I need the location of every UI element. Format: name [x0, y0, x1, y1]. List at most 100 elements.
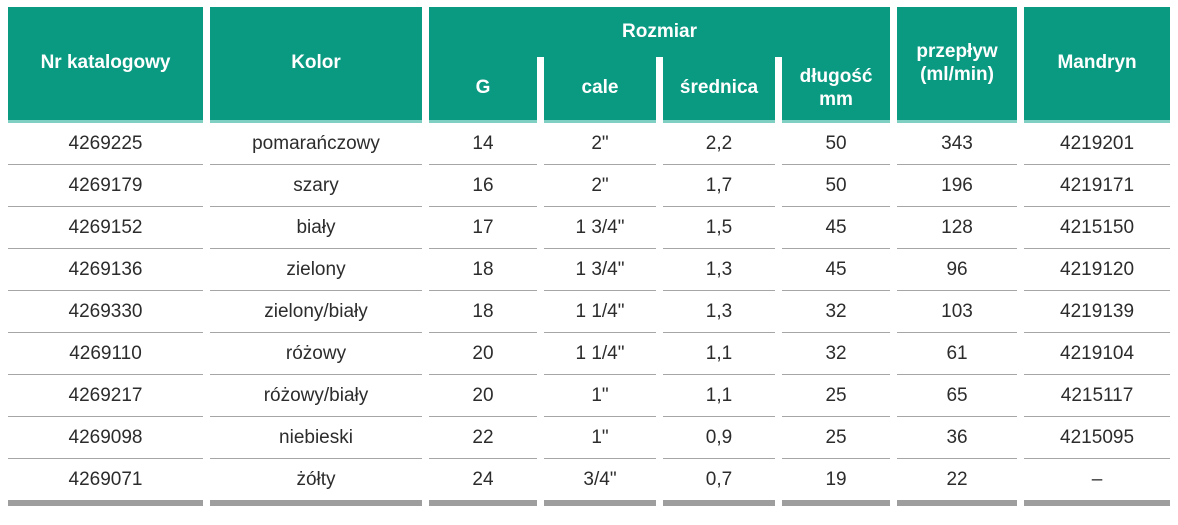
- cell-length: 19: [782, 458, 891, 506]
- table-row: 4269225 pomarańczowy 14 2" 2,2 50 343 42…: [8, 123, 1171, 164]
- cell-flow: 22: [897, 458, 1018, 506]
- cell-inches: 1": [544, 416, 656, 458]
- cell-flow: 103: [897, 290, 1018, 332]
- cell-mandrin: 4219120: [1024, 248, 1171, 290]
- cell-catalog-number: 4269136: [8, 248, 203, 290]
- cell-diameter: 1,7: [663, 164, 775, 206]
- cell-length: 50: [782, 123, 891, 164]
- table-row: 4269179 szary 16 2" 1,7 50 196 4219171: [8, 164, 1171, 206]
- cell-diameter: 1,3: [663, 248, 775, 290]
- cell-mandrin: 4215150: [1024, 206, 1171, 248]
- cell-mandrin: 4219171: [1024, 164, 1171, 206]
- cell-color: różowy/biały: [210, 374, 422, 416]
- cell-catalog-number: 4269225: [8, 123, 203, 164]
- cell-gauge: 20: [429, 374, 537, 416]
- cell-diameter: 1,1: [663, 332, 775, 374]
- cell-gauge: 18: [429, 248, 537, 290]
- header-mandrin: Mandryn: [1024, 7, 1171, 123]
- cell-flow: 36: [897, 416, 1018, 458]
- table-row: 4269136 zielony 18 1 3/4" 1,3 45 96 4219…: [8, 248, 1171, 290]
- header-length-line2: mm: [819, 88, 853, 110]
- catalog-table: Nr katalogowy Kolor Rozmiar przepływ (ml…: [1, 7, 1177, 506]
- cell-length: 45: [782, 206, 891, 248]
- table-row: 4269152 biały 17 1 3/4" 1,5 45 128 42151…: [8, 206, 1171, 248]
- table-row: 4269217 różowy/biały 20 1" 1,1 25 65 421…: [8, 374, 1171, 416]
- cell-length: 25: [782, 374, 891, 416]
- cell-catalog-number: 4269098: [8, 416, 203, 458]
- cell-catalog-number: 4269217: [8, 374, 203, 416]
- cell-flow: 196: [897, 164, 1018, 206]
- cell-catalog-number: 4269071: [8, 458, 203, 506]
- cell-length: 25: [782, 416, 891, 458]
- cell-color: zielony/biały: [210, 290, 422, 332]
- cell-mandrin: –: [1024, 458, 1171, 506]
- header-inches: cale: [544, 57, 656, 123]
- header-length-line1: długość: [799, 65, 873, 87]
- cell-gauge: 14: [429, 123, 537, 164]
- cell-flow: 61: [897, 332, 1018, 374]
- header-length: długość mm: [782, 57, 891, 123]
- cell-gauge: 20: [429, 332, 537, 374]
- cell-catalog-number: 4269179: [8, 164, 203, 206]
- cell-color: biały: [210, 206, 422, 248]
- cell-catalog-number: 4269330: [8, 290, 203, 332]
- header-color: Kolor: [210, 7, 422, 123]
- cell-inches: 1 1/4": [544, 290, 656, 332]
- table-row: 4269330 zielony/biały 18 1 1/4" 1,3 32 1…: [8, 290, 1171, 332]
- cell-color: zielony: [210, 248, 422, 290]
- table-row: 4269071 żółty 24 3/4" 0,7 19 22 –: [8, 458, 1171, 506]
- cell-color: różowy: [210, 332, 422, 374]
- header-flow-line1: przepływ: [916, 40, 998, 62]
- cell-gauge: 18: [429, 290, 537, 332]
- cell-inches: 2": [544, 164, 656, 206]
- header-row-top: Nr katalogowy Kolor Rozmiar przepływ (ml…: [8, 7, 1171, 123]
- cell-mandrin: 4219104: [1024, 332, 1171, 374]
- cell-inches: 2": [544, 123, 656, 164]
- cell-gauge: 22: [429, 416, 537, 458]
- cell-length: 50: [782, 164, 891, 206]
- cell-diameter: 1,1: [663, 374, 775, 416]
- cell-gauge: 17: [429, 206, 537, 248]
- cell-catalog-number: 4269152: [8, 206, 203, 248]
- cell-catalog-number: 4269110: [8, 332, 203, 374]
- table-header: Nr katalogowy Kolor Rozmiar przepływ (ml…: [8, 7, 1171, 123]
- header-gauge: G: [429, 57, 537, 123]
- cell-color: niebieski: [210, 416, 422, 458]
- cell-inches: 1": [544, 374, 656, 416]
- table-row: 4269098 niebieski 22 1" 0,9 25 36 421509…: [8, 416, 1171, 458]
- cell-diameter: 1,3: [663, 290, 775, 332]
- cell-flow: 96: [897, 248, 1018, 290]
- cell-gauge: 16: [429, 164, 537, 206]
- cell-diameter: 2,2: [663, 123, 775, 164]
- cell-flow: 343: [897, 123, 1018, 164]
- cell-mandrin: 4215095: [1024, 416, 1171, 458]
- cell-diameter: 1,5: [663, 206, 775, 248]
- cell-inches: 1 1/4": [544, 332, 656, 374]
- header-flow-line2: (ml/min): [920, 63, 994, 85]
- header-row-sub: G cale średnica długość mm: [8, 57, 1170, 123]
- header-catalog-number: Nr katalogowy: [8, 7, 203, 123]
- cell-inches: 3/4": [544, 458, 656, 506]
- cell-inches: 1 3/4": [544, 206, 656, 248]
- cell-color: pomarańczowy: [210, 123, 422, 164]
- cell-length: 32: [782, 290, 891, 332]
- table-body: 4269225 pomarańczowy 14 2" 2,2 50 343 42…: [8, 123, 1171, 506]
- cell-flow: 65: [897, 374, 1018, 416]
- cell-diameter: 0,9: [663, 416, 775, 458]
- cell-length: 45: [782, 248, 891, 290]
- header-flow: przepływ (ml/min): [897, 7, 1018, 123]
- cell-mandrin: 4219139: [1024, 290, 1171, 332]
- cell-diameter: 0,7: [663, 458, 775, 506]
- cell-mandrin: 4219201: [1024, 123, 1171, 164]
- header-size-group: Rozmiar: [429, 7, 891, 57]
- cell-inches: 1 3/4": [544, 248, 656, 290]
- cell-color: żółty: [210, 458, 422, 506]
- header-diameter: średnica: [663, 57, 775, 123]
- cell-length: 32: [782, 332, 891, 374]
- cell-mandrin: 4215117: [1024, 374, 1171, 416]
- table-row: 4269110 różowy 20 1 1/4" 1,1 32 61 42191…: [8, 332, 1171, 374]
- cell-color: szary: [210, 164, 422, 206]
- cell-gauge: 24: [429, 458, 537, 506]
- cell-flow: 128: [897, 206, 1018, 248]
